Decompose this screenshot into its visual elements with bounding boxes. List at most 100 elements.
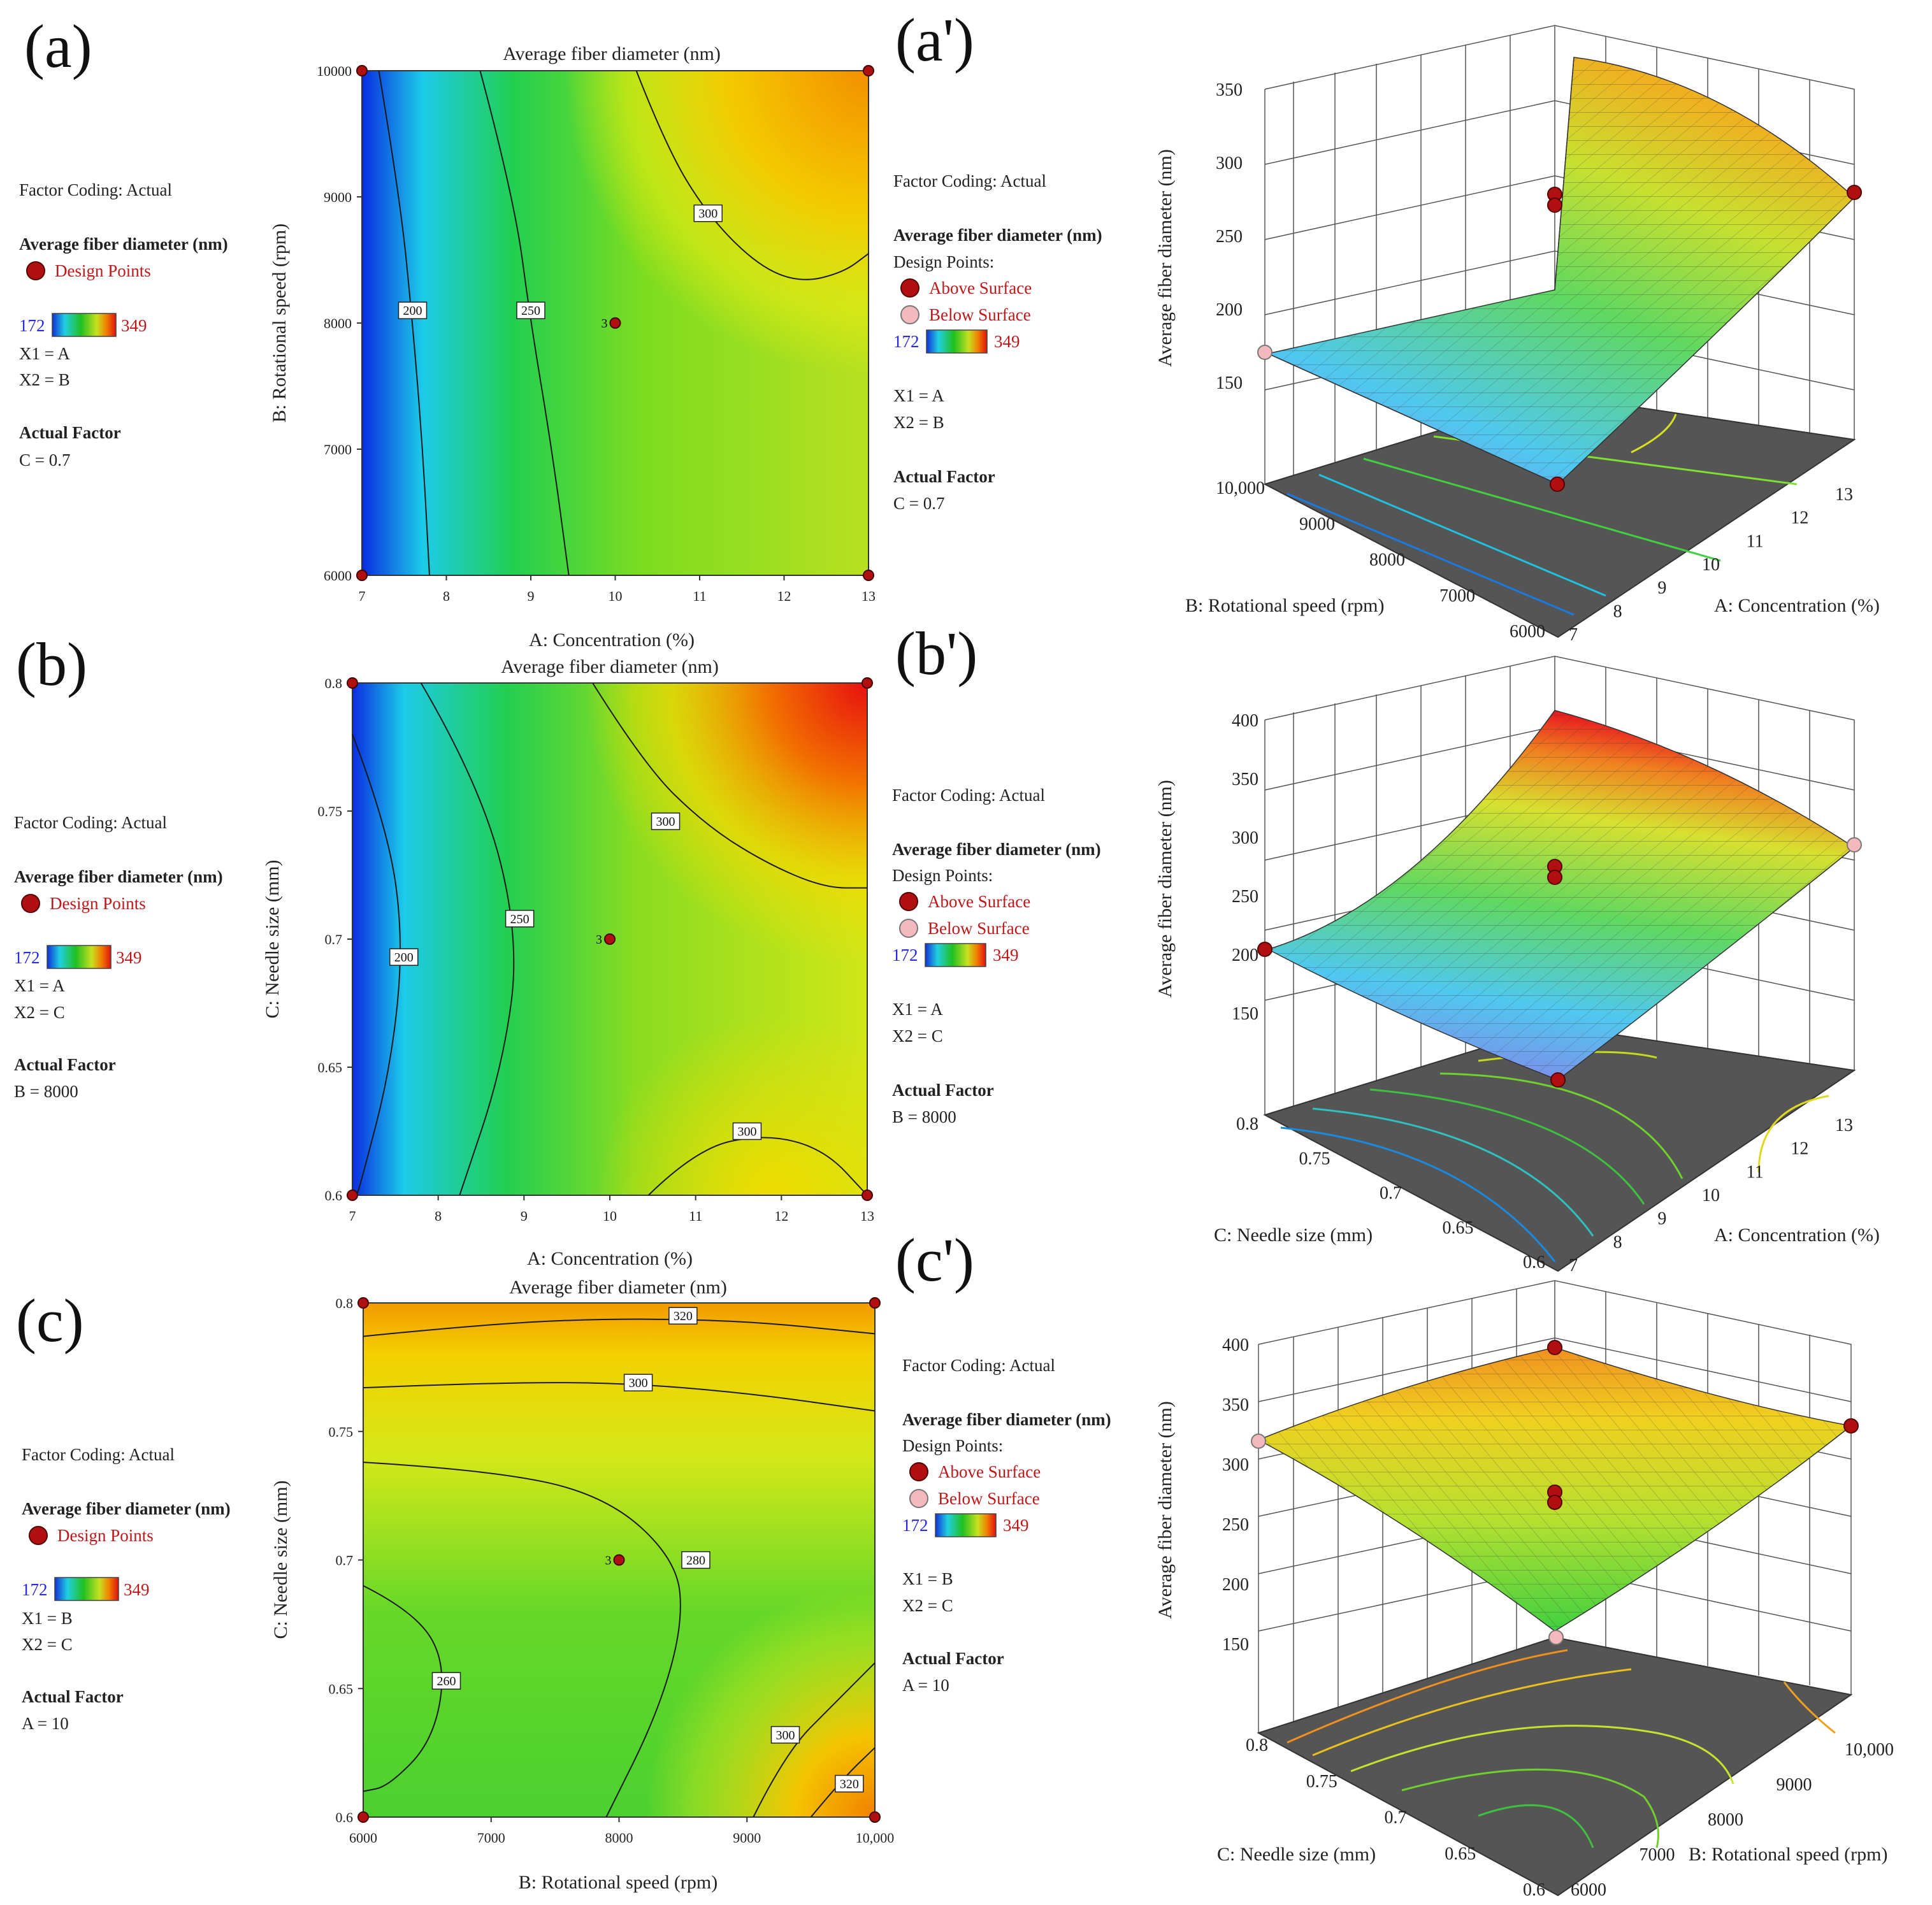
- scale-max: 349: [116, 948, 142, 967]
- x-axis-label-b3d: A: Concentration (%): [1714, 1225, 1880, 1246]
- legend-actual-factor: Actual Factor: [22, 1687, 124, 1706]
- legend-response: Average fiber diameter (nm): [22, 1499, 231, 1518]
- y-tick-label: 6000: [324, 568, 352, 584]
- x-tick-label: 10,000: [856, 1830, 895, 1846]
- y-tick-label: 9000: [324, 189, 352, 205]
- contour-label: 250: [521, 304, 540, 318]
- legend-factor-coding: Factor Coding: Actual: [14, 813, 167, 832]
- color-scale: [935, 1513, 997, 1537]
- scale-max: 349: [121, 316, 147, 335]
- y-tick-label: 0.6: [1523, 1880, 1545, 1900]
- axis-ticks-a3d: 150 200 250 300 350 7 8 9 10 11 12 13 6000 7000 8000 90…: [1216, 80, 1853, 645]
- contour-label: 320: [840, 1778, 859, 1792]
- legend-b: Factor Coding: Actual Average fiber diam…: [14, 813, 223, 1101]
- contour-label-box: [623, 1374, 653, 1391]
- x-tick-label: 8000: [605, 1830, 633, 1846]
- legend-actual-value: B = 8000: [892, 1107, 956, 1126]
- above-surface-icon: [900, 278, 919, 298]
- design-point-below: [1847, 837, 1862, 852]
- z-axis-label-b3d: Average fiber diameter (nm): [1155, 780, 1176, 998]
- below-surface-icon: [899, 919, 918, 938]
- x-tick-label: 10,000: [1845, 1740, 1894, 1760]
- legend-response: Average fiber diameter (nm): [14, 867, 223, 886]
- legend-actual-value: C = 0.7: [893, 494, 945, 513]
- design-point-below: [1257, 345, 1272, 360]
- z-tick-label: 200: [1222, 1575, 1249, 1595]
- legend-x1: X1 = B: [902, 1569, 953, 1588]
- design-point: [863, 65, 874, 76]
- contour-line-300: [753, 1662, 876, 1818]
- chart-title-a: Average fiber diameter (nm): [503, 43, 721, 64]
- floor-b3d: [1263, 1024, 1856, 1272]
- legend-factor-coding: Factor Coding: Actual: [22, 1445, 175, 1464]
- x-tick-label: 6000: [1571, 1880, 1606, 1900]
- y-tick-label: 0.7: [325, 931, 343, 947]
- y-tick-label: 10000: [317, 63, 352, 79]
- y-axis-label-c3d: C: Needle size (mm): [1217, 1844, 1376, 1865]
- z-tick-label: 200: [1216, 300, 1243, 320]
- contour-label-box: [398, 301, 428, 319]
- x-tick-label: 13: [860, 1208, 874, 1224]
- x-tick-label: 6000: [349, 1830, 377, 1846]
- panel-label-b3d: (b'): [895, 619, 977, 687]
- contour-line-260: [363, 1585, 443, 1792]
- chart-title-c: Average fiber diameter (nm): [509, 1277, 727, 1298]
- legend-above-surface: Above Surface: [938, 1462, 1041, 1481]
- y-tick-label: 0.8: [336, 1295, 354, 1311]
- scale-min: 172: [14, 948, 40, 967]
- panel-c: (c) Average fiber diameter (nm) 320 300 28…: [16, 1277, 894, 1893]
- y-tick-label: 0.6: [1523, 1253, 1545, 1272]
- scale-max: 349: [994, 332, 1020, 351]
- scale-max: 349: [124, 1580, 150, 1599]
- design-point: [1547, 198, 1562, 213]
- contour-label: 200: [394, 951, 414, 965]
- legend-actual-value: A = 10: [22, 1714, 69, 1733]
- design-point: [1550, 1072, 1566, 1088]
- x-axis-label-c3d: B: Rotational speed (rpm): [1689, 1844, 1887, 1865]
- y-tick-label: 0.65: [318, 1060, 343, 1075]
- replicate-count: 3: [605, 1554, 612, 1568]
- x-tick-label: 9: [521, 1208, 528, 1224]
- legend-design-points: Design Points: [50, 894, 146, 913]
- y-tick-label: 0.75: [318, 803, 343, 819]
- floor-c3d: [1257, 1636, 1853, 1897]
- y-tick-label: 8000: [324, 315, 352, 331]
- contour-label: 320: [674, 1309, 693, 1323]
- legend-factor-coding: Factor Coding: Actual: [892, 786, 1045, 805]
- legend-x1: X1 = A: [893, 386, 944, 405]
- design-point: [861, 1190, 873, 1201]
- legend-factor-coding: Factor Coding: Actual: [902, 1356, 1055, 1375]
- contour-label-box: [668, 1307, 698, 1325]
- contour-label: 250: [510, 912, 530, 926]
- design-points-a: 3: [356, 65, 874, 581]
- z-tick-label: 350: [1216, 80, 1243, 100]
- color-scale: [926, 329, 988, 354]
- z-axis-label-c3d: Average fiber diameter (nm): [1155, 1401, 1176, 1619]
- axis-ticks-b: 7 8 9 10 11 12 13 0.6 0.65 0.7 0.75 0.8: [318, 675, 875, 1224]
- contour-label: 260: [436, 1674, 456, 1688]
- contour-label-box: [732, 1122, 762, 1140]
- y-tick-label: 0.7: [1380, 1184, 1402, 1204]
- y-tick-label: 0.75: [1306, 1772, 1337, 1792]
- legend-response: Average fiber diameter (nm): [893, 226, 1102, 245]
- legend-actual-factor: Actual Factor: [19, 423, 121, 442]
- legend-x1: X1 = A: [19, 344, 70, 363]
- x-tick-label: 8: [443, 588, 450, 604]
- x-axis-label-c: B: Rotational speed (rpm): [519, 1872, 717, 1893]
- contour-line-320: [363, 1318, 876, 1337]
- legend-actual-value: B = 8000: [14, 1082, 78, 1101]
- legend-below-surface: Below Surface: [938, 1489, 1040, 1508]
- panel-b: (b) Average fiber diameter (nm) 20025030…: [16, 630, 874, 1269]
- x-tick-label: 13: [1835, 485, 1853, 505]
- legend-design-points: Design Points:: [902, 1436, 1003, 1455]
- y-tick-label: 0.65: [1443, 1218, 1474, 1238]
- scale-min: 172: [892, 945, 918, 965]
- scale-max: 349: [993, 945, 1019, 965]
- design-point: [1547, 1340, 1562, 1355]
- axis-ticks-c3d: 150 200 250 300 350 400 6000 7000 8000 9000 10,000…: [1222, 1335, 1894, 1900]
- legend-x1: X1 = B: [22, 1609, 73, 1628]
- contour-line-300: [635, 70, 869, 280]
- below-surface-icon: [900, 305, 919, 324]
- z-tick-label: 200: [1232, 945, 1258, 965]
